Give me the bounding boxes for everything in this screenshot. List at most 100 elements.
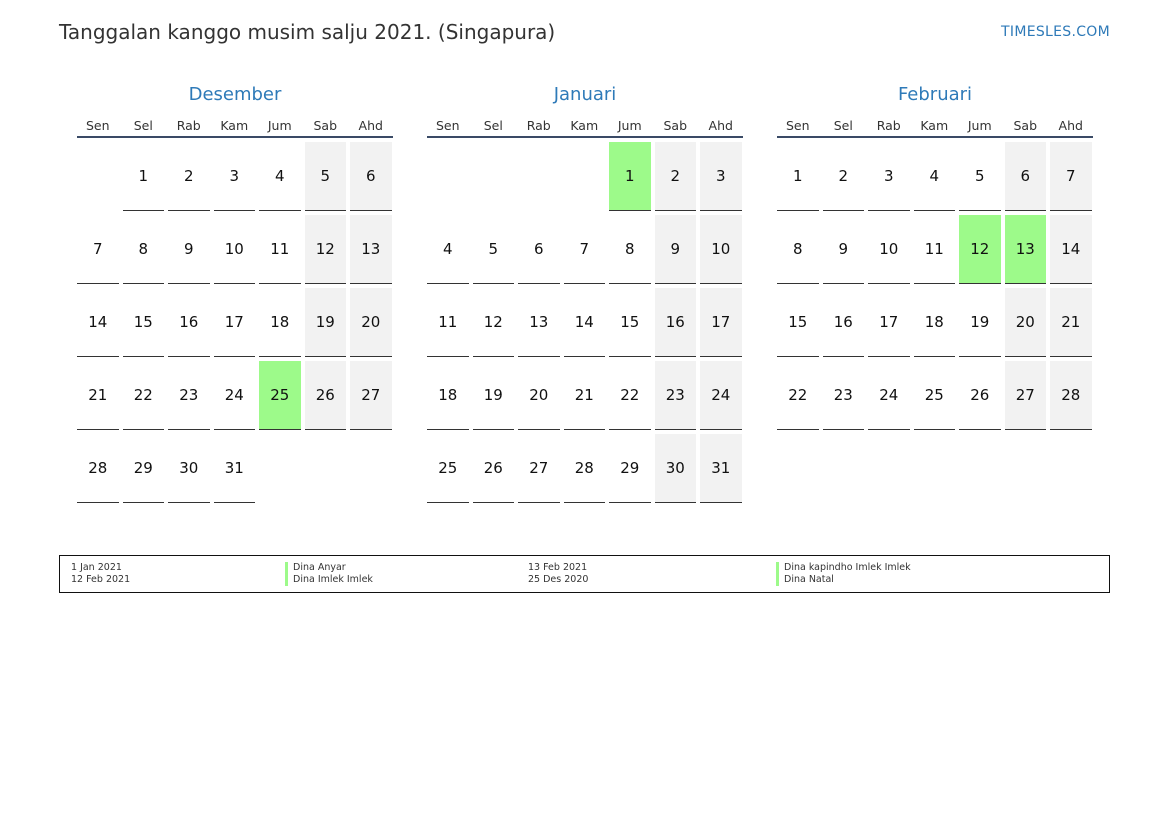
day-cell: 27 xyxy=(350,361,392,430)
weekday-label: Ahd xyxy=(358,118,383,133)
day-cell: 9 xyxy=(822,215,864,284)
weekday-label: Kam xyxy=(220,118,249,133)
day-cell: 16 xyxy=(822,288,864,357)
day-cell: 5 xyxy=(959,142,1001,211)
day-cell: 29 xyxy=(609,434,651,503)
day-cell: 28 xyxy=(1050,361,1092,430)
day-cell: 22 xyxy=(122,361,164,430)
day-cell: 24 xyxy=(868,361,910,430)
day-cell: 24 xyxy=(213,361,255,430)
day-cell: 17 xyxy=(700,288,742,357)
day-cell: 19 xyxy=(472,361,514,430)
day-cell: 8 xyxy=(122,215,164,284)
day-cell: 21 xyxy=(77,361,119,430)
day-cell: 8 xyxy=(777,215,819,284)
day-cell: 28 xyxy=(77,434,119,503)
day-cell: 25 xyxy=(427,434,469,503)
day-cell: 8 xyxy=(609,215,651,284)
day-cell: 27 xyxy=(1004,361,1046,430)
day-cell: 12 xyxy=(472,288,514,357)
weekday-label: Ahd xyxy=(1058,118,1083,133)
day-cell: 18 xyxy=(913,288,955,357)
day-cell: 12 xyxy=(959,215,1001,284)
weekday-label: Sel xyxy=(833,118,853,133)
weekday-label: Sen xyxy=(85,118,110,133)
day-cell: 16 xyxy=(654,288,696,357)
day-cell: 16 xyxy=(168,288,210,357)
day-cell: 25 xyxy=(913,361,955,430)
day-cell: 27 xyxy=(518,434,560,503)
day-cell: 20 xyxy=(518,361,560,430)
day-cell: 19 xyxy=(304,288,346,357)
day-cell: 31 xyxy=(700,434,742,503)
day-cell: 15 xyxy=(122,288,164,357)
holiday-legend: 1 Jan 2021 Dina Anyar 12 Feb 2021 Dina I… xyxy=(59,555,1110,593)
weekday-label: Sab xyxy=(663,118,688,133)
day-cell: 22 xyxy=(609,361,651,430)
day-cell: 10 xyxy=(700,215,742,284)
day-cell: 20 xyxy=(350,288,392,357)
brand-link[interactable]: TIMESLES.COM xyxy=(1001,24,1110,40)
day-cell: 18 xyxy=(259,288,301,357)
day-cell: 30 xyxy=(654,434,696,503)
weekday-label: Ahd xyxy=(708,118,733,133)
day-cell: 11 xyxy=(427,288,469,357)
day-cell: 7 xyxy=(563,215,605,284)
legend-date: 1 Jan 2021 xyxy=(71,562,122,573)
day-cell: 21 xyxy=(1050,288,1092,357)
day-cell: 17 xyxy=(868,288,910,357)
day-cell: 2 xyxy=(822,142,864,211)
day-cell: 30 xyxy=(168,434,210,503)
day-cell: 20 xyxy=(1004,288,1046,357)
day-cell: 3 xyxy=(700,142,742,211)
day-cell: 13 xyxy=(518,288,560,357)
day-cell: 12 xyxy=(304,215,346,284)
day-cell: 14 xyxy=(77,288,119,357)
day-cell: 21 xyxy=(563,361,605,430)
day-cell: 10 xyxy=(213,215,255,284)
day-cell: 23 xyxy=(168,361,210,430)
day-cell: 22 xyxy=(777,361,819,430)
weekday-header: Sen Sel Rab Kam Jum Sab Ahd xyxy=(777,108,1093,138)
day-cell: 6 xyxy=(350,142,392,211)
day-cell: 1 xyxy=(777,142,819,211)
day-cell: 3 xyxy=(868,142,910,211)
legend-date: 25 Des 2020 xyxy=(528,574,589,585)
weekday-header: Sen Sel Rab Kam Jum Sab Ahd xyxy=(427,108,743,138)
day-cell: 6 xyxy=(1004,142,1046,211)
legend-holiday-name: Dina Natal xyxy=(776,574,834,586)
day-cell: 10 xyxy=(868,215,910,284)
day-cell: 29 xyxy=(122,434,164,503)
weekday-label: Sab xyxy=(313,118,338,133)
day-cell: 26 xyxy=(959,361,1001,430)
day-cell: 23 xyxy=(822,361,864,430)
day-cell: 28 xyxy=(563,434,605,503)
month-name: Januari xyxy=(553,84,617,105)
legend-holiday-name: Dina Imlek Imlek xyxy=(285,574,373,586)
day-cell-empty xyxy=(564,142,606,211)
day-cell: 3 xyxy=(213,142,255,211)
weekday-label: Sab xyxy=(1013,118,1038,133)
day-cell: 2 xyxy=(654,142,696,211)
day-cell: 19 xyxy=(959,288,1001,357)
month-name: Februari xyxy=(897,84,973,105)
day-cell: 4 xyxy=(427,215,469,284)
legend-holiday-name: Dina kapindho Imlek Imlek xyxy=(776,562,911,574)
weekday-label: Jum xyxy=(267,118,292,133)
weekday-label: Jum xyxy=(967,118,992,133)
weekday-label: Sen xyxy=(785,118,810,133)
weekday-label: Kam xyxy=(920,118,949,133)
day-cell-empty xyxy=(518,142,560,211)
weekday-label: Sel xyxy=(483,118,503,133)
day-cell: 11 xyxy=(913,215,955,284)
day-cell: 1 xyxy=(609,142,651,211)
day-cell: 13 xyxy=(1004,215,1046,284)
legend-date: 12 Feb 2021 xyxy=(71,574,131,585)
day-cell: 6 xyxy=(518,215,560,284)
day-cell: 14 xyxy=(563,288,605,357)
weekday-label: Jum xyxy=(617,118,642,133)
day-grid: 1 2 3 4 5 6 7 8 9 10 11 12 13 14 15 16 17 18 19 20 21 22 23 24 2… xyxy=(77,142,393,503)
day-cell: 14 xyxy=(1050,215,1092,284)
day-cell: 2 xyxy=(168,142,210,211)
